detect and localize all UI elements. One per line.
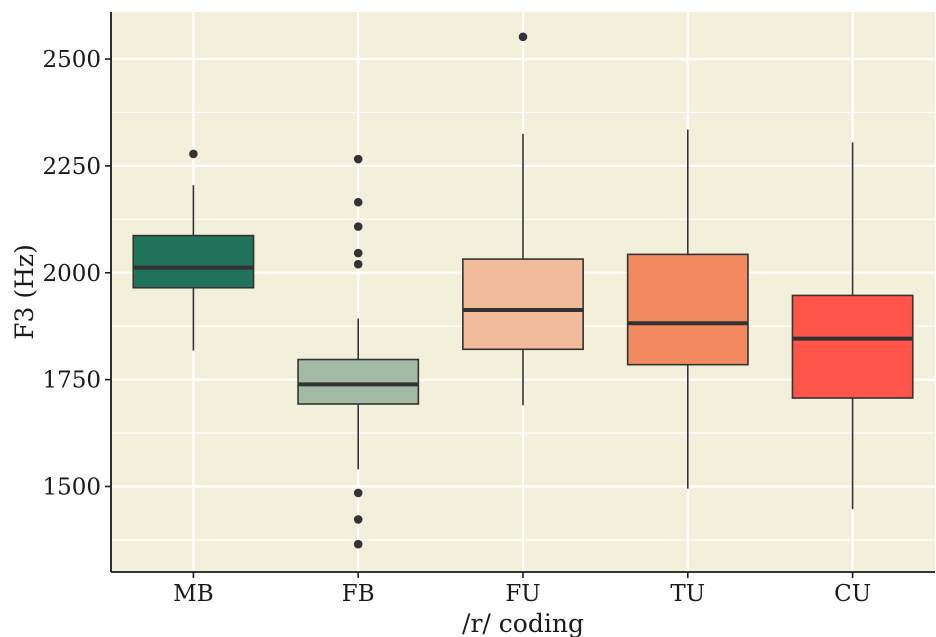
x-axis-title: /r/ coding [462, 609, 584, 637]
outlier-point [353, 259, 363, 269]
tick-labels: 1500 1750 2000 2250 2500 MB FB FU TU CU [42, 47, 871, 607]
outlier-point [353, 222, 363, 231]
outlier-point [353, 197, 363, 207]
y-tick-label: 1750 [42, 368, 101, 394]
outlier-point [189, 149, 198, 159]
y-tick-label: 1500 [42, 475, 101, 501]
x-tick-label: TU [670, 581, 705, 607]
x-tick-label: MB [173, 581, 213, 607]
boxes-layer [132, 32, 914, 549]
box-iqr [462, 258, 584, 351]
outlier-point [353, 248, 363, 258]
y-axis-title: F3 (Hz) [10, 244, 39, 340]
outlier-point [353, 488, 363, 498]
box-group-fu [462, 32, 584, 406]
x-tick-label: FB [342, 581, 375, 607]
x-tick-label: CU [834, 581, 871, 607]
box-group-tu [626, 129, 749, 489]
y-tick-label: 2500 [42, 47, 101, 73]
y-tick-label: 2250 [42, 154, 101, 180]
box-iqr [297, 358, 420, 405]
outlier-point [353, 515, 363, 524]
box-iqr [791, 294, 914, 399]
x-tick-label: FU [505, 581, 540, 607]
outlier-point [353, 154, 363, 164]
outlier-point [353, 539, 363, 549]
y-tick-label: 2000 [42, 261, 101, 287]
box-group-mb [132, 149, 255, 351]
box-iqr [626, 253, 749, 366]
outlier-point [518, 32, 528, 42]
box-group-fb [297, 154, 420, 549]
box-iqr [132, 234, 255, 289]
box-group-cu [791, 142, 914, 510]
